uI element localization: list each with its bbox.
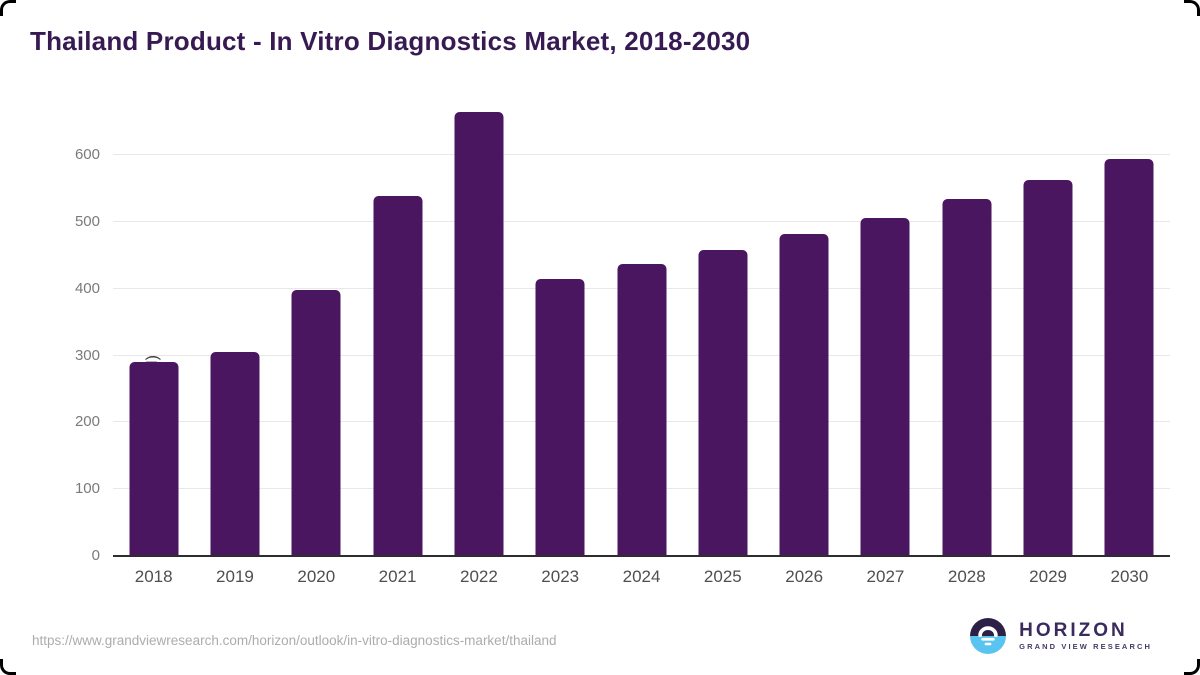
x-tick-label-2029: 2029 bbox=[1029, 567, 1067, 586]
horizon-logo[interactable]: HORIZON GRAND VIEW RESEARCH bbox=[970, 618, 1152, 654]
bar-band-2029 bbox=[1007, 100, 1088, 556]
bar-band-2019 bbox=[194, 100, 275, 556]
x-axis-line bbox=[113, 555, 1170, 557]
bar-2025[interactable] bbox=[698, 250, 748, 556]
x-tick-label-2021: 2021 bbox=[378, 567, 417, 586]
x-tick-label-2024: 2024 bbox=[622, 567, 661, 586]
y-tick-label-100: 100 bbox=[74, 480, 100, 498]
bar-2023[interactable] bbox=[535, 278, 585, 556]
bar-2020[interactable] bbox=[291, 290, 341, 556]
y-tick-label-600: 600 bbox=[74, 146, 100, 164]
bar-band-2030 bbox=[1089, 100, 1170, 556]
bar-band-2024 bbox=[601, 100, 682, 556]
bar-band-2027 bbox=[845, 100, 926, 556]
bar-band-2020 bbox=[276, 100, 357, 556]
x-tick-label-2023: 2023 bbox=[541, 567, 580, 586]
bar-2024[interactable] bbox=[617, 264, 667, 556]
bar-band-2023 bbox=[520, 100, 601, 556]
x-tick-label-2027: 2027 bbox=[866, 567, 905, 586]
x-tick-label-2026: 2026 bbox=[785, 567, 824, 586]
bar-2030[interactable] bbox=[1104, 159, 1154, 556]
bar-2018[interactable] bbox=[129, 361, 179, 556]
x-tick-label-2022: 2022 bbox=[459, 567, 498, 586]
brand-name: HORIZON bbox=[1019, 620, 1128, 642]
x-tick-label-2025: 2025 bbox=[703, 567, 742, 586]
frame-corner-bottom-right bbox=[1184, 659, 1200, 675]
y-tick-label-400: 400 bbox=[74, 279, 100, 297]
x-tick-label-2028: 2028 bbox=[947, 567, 986, 586]
bar-band-2022 bbox=[438, 100, 519, 556]
y-tick-label-300: 300 bbox=[74, 346, 100, 364]
x-tick-label-2020: 2020 bbox=[297, 567, 336, 586]
x-tick-label-2019: 2019 bbox=[216, 567, 254, 586]
frame-corner-top-left bbox=[0, 0, 16, 16]
bar-band-2025 bbox=[682, 100, 763, 556]
y-tick-label-0: 0 bbox=[91, 547, 100, 564]
bar-2027[interactable] bbox=[860, 217, 910, 556]
x-tick-label-2030: 2030 bbox=[1110, 567, 1149, 586]
bar-2019[interactable] bbox=[210, 351, 260, 556]
gridline-500 bbox=[113, 221, 1170, 223]
bar-2029[interactable] bbox=[1023, 180, 1073, 556]
brand-subtitle: GRAND VIEW RESEARCH bbox=[1019, 642, 1152, 652]
source-url[interactable]: https://www.grandviewresearch.com/horizo… bbox=[32, 633, 557, 648]
bar-2022[interactable] bbox=[454, 112, 504, 556]
horizon-sunset-icon bbox=[970, 618, 1007, 654]
bar-band-2026 bbox=[764, 100, 845, 556]
x-tick-label-2018: 2018 bbox=[134, 567, 173, 586]
bar-band-2028 bbox=[926, 100, 1007, 556]
bar-band-2021 bbox=[357, 100, 438, 556]
brand-text: HORIZON GRAND VIEW RESEARCH bbox=[1019, 621, 1152, 651]
bar-2028[interactable] bbox=[942, 199, 992, 556]
frame-corner-bottom-left bbox=[0, 659, 16, 675]
bar-2026[interactable] bbox=[779, 234, 829, 556]
y-tick-label-200: 200 bbox=[74, 413, 100, 431]
bars-row bbox=[113, 100, 1170, 556]
x-axis-labels: 2018 2019 2020 2021 2022 2023 2024 2025 2026 2027… bbox=[113, 567, 1170, 587]
bar-2021[interactable] bbox=[373, 196, 423, 556]
y-tick-label-500: 500 bbox=[74, 213, 100, 231]
frame-corner-top-right bbox=[1184, 0, 1200, 16]
bar-band-2018 bbox=[113, 100, 194, 556]
chart-title: Thailand Product - In Vitro Diagnostics … bbox=[30, 26, 751, 56]
gridline-600 bbox=[113, 154, 1170, 156]
